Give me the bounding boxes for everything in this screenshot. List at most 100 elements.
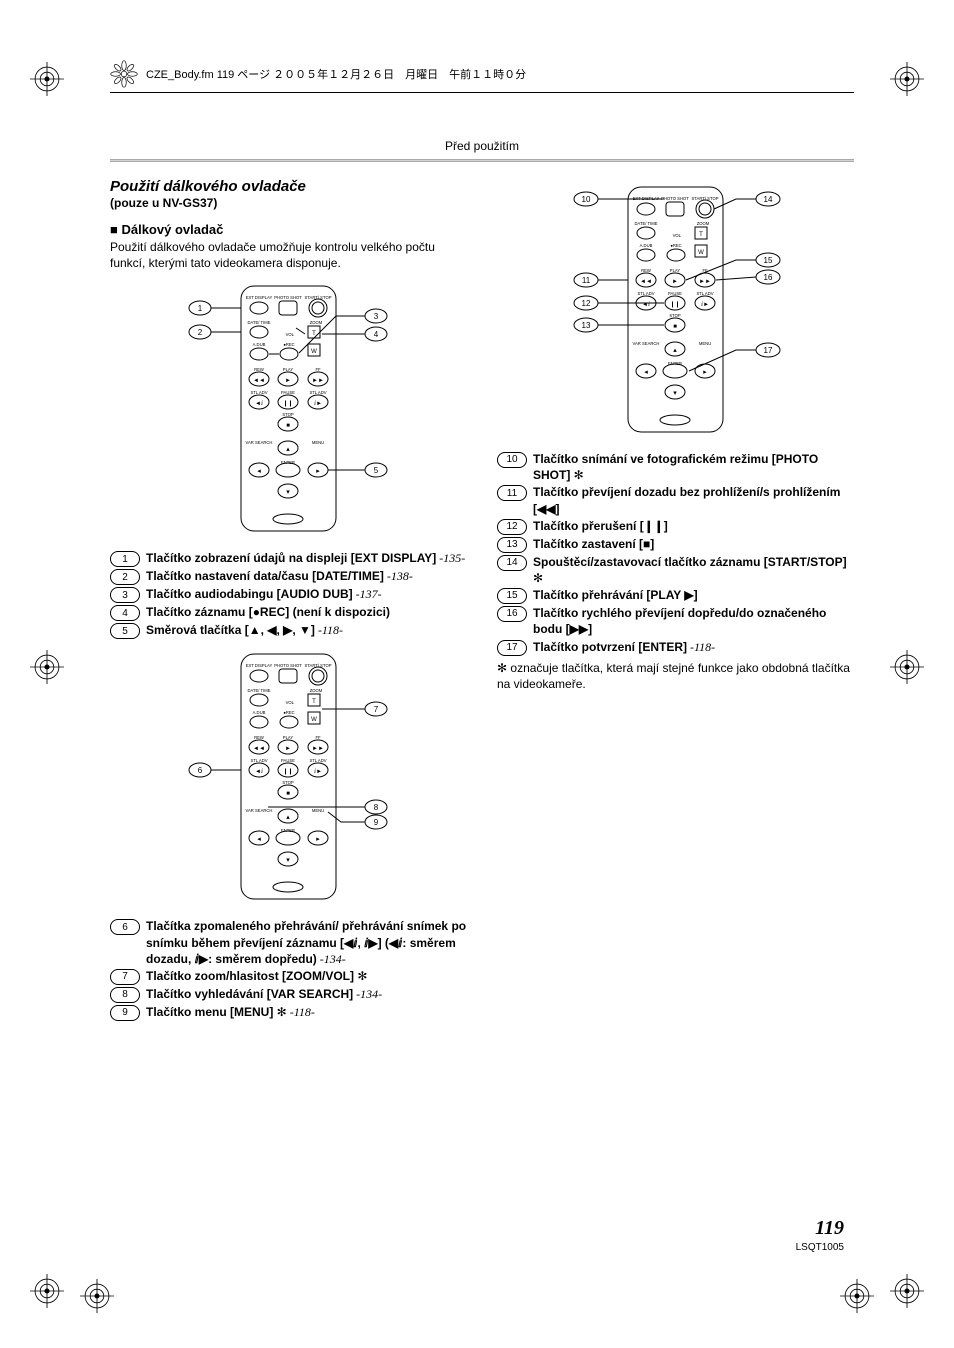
- svg-text:▾: ▾: [286, 489, 290, 496]
- item-text: Tlačítka zpomaleného přehrávání/ přehráv…: [146, 918, 467, 967]
- svg-text:VOL: VOL: [286, 332, 295, 337]
- callout-4: 4: [322, 327, 387, 341]
- svg-text:PAUSE: PAUSE: [281, 758, 295, 763]
- svg-text:PAUSE: PAUSE: [281, 390, 295, 395]
- svg-text:●REC: ●REC: [283, 710, 294, 715]
- reg-mark: [30, 62, 64, 96]
- item-number: 12: [497, 519, 527, 535]
- svg-text:◄◄: ◄◄: [253, 746, 265, 752]
- svg-text:▴: ▴: [286, 446, 290, 453]
- svg-text:6: 6: [198, 766, 203, 775]
- svg-text:STL ADV: STL ADV: [696, 291, 713, 296]
- svg-text:W: W: [311, 717, 317, 723]
- svg-text:ⅈ►: ⅈ►: [314, 768, 322, 775]
- svg-text:◄ⅈ: ◄ⅈ: [641, 301, 649, 308]
- item-text: Tlačítko přerušení [❙❙]: [533, 518, 854, 534]
- svg-text:❙❙: ❙❙: [283, 400, 293, 407]
- remote-figure-3: EXT DISPLAY PHOTO SHOT START/ STOP DATE/…: [497, 182, 854, 437]
- item-text: Tlačítko audiodabingu [AUDIO DUB] -137-: [146, 586, 467, 602]
- svg-text:4: 4: [374, 330, 379, 339]
- reg-mark: [30, 1274, 64, 1308]
- svg-text:●REC: ●REC: [670, 243, 681, 248]
- svg-text:15: 15: [763, 256, 772, 265]
- list-item: 14 Spouštěcí/zastavovací tlačítko záznamu…: [497, 554, 854, 586]
- list-item: 10Tlačítko snímání ve fotografickém reži…: [497, 451, 854, 483]
- item-text: Tlačítko zobrazení údajů na displeji [EX…: [146, 550, 467, 566]
- svg-text:MENU: MENU: [312, 440, 324, 445]
- list-item: 9Tlačítko menu [MENU] ✻ -118-: [110, 1004, 467, 1021]
- svg-text:1: 1: [198, 304, 203, 313]
- svg-text:9: 9: [374, 818, 379, 827]
- svg-text:►►: ►►: [699, 279, 711, 285]
- reg-mark: [80, 1279, 114, 1313]
- item-text: Tlačítko nastavení data/času [DATE/TIME]…: [146, 568, 467, 584]
- page-number-block: 119 LSQT1005: [796, 1217, 844, 1253]
- list-item: 1 Tlačítko zobrazení údajů na displeji [E…: [110, 550, 467, 567]
- page-number: 119: [796, 1217, 844, 1240]
- list-item: 8Tlačítko vyhledávání [VAR SEARCH] -134-: [110, 986, 467, 1003]
- svg-text:13: 13: [581, 321, 590, 330]
- reg-mark: [840, 1279, 874, 1313]
- svg-text:A.DUB: A.DUB: [253, 342, 266, 347]
- list-item: 6 Tlačítka zpomaleného přehrávání/ přehrá…: [110, 918, 467, 967]
- manual-page: CZE_Body.fm 119 ページ ２００５年１２月２６日 月曜日 午前１１…: [0, 0, 954, 1348]
- doc-id: LSQT1005: [796, 1242, 844, 1253]
- svg-text:■: ■: [286, 791, 290, 797]
- svg-text:STL ADV: STL ADV: [637, 291, 654, 296]
- svg-text:3: 3: [374, 312, 379, 321]
- item-number: 1: [110, 551, 140, 567]
- list-item: 16Tlačítko rychlého převíjení dopředu/do…: [497, 605, 854, 637]
- svg-text:ⅈ►: ⅈ►: [700, 301, 708, 308]
- svg-text:■: ■: [286, 423, 290, 429]
- svg-text:VOL: VOL: [672, 233, 681, 238]
- remote-figure-1: EXT DISPLAY PHOTO SHOT START/ STOP DATE/…: [110, 281, 467, 536]
- svg-text:12: 12: [581, 299, 590, 308]
- svg-text:PLAY: PLAY: [283, 735, 294, 740]
- svg-text:T: T: [312, 699, 316, 705]
- svg-text:REW: REW: [254, 367, 264, 372]
- item-text: Tlačítko přehrávání [PLAY ▶]: [533, 587, 854, 603]
- content-columns: Použití dálkového ovladače (pouze u NV-G…: [110, 178, 854, 1022]
- section-divider: [110, 159, 854, 162]
- svg-text:16: 16: [763, 273, 772, 282]
- svg-text:PLAY: PLAY: [669, 268, 680, 273]
- section-label: Před použitím: [110, 139, 854, 153]
- svg-text:VOL: VOL: [286, 700, 295, 705]
- item-text: Tlačítko menu [MENU] ✻ -118-: [146, 1004, 467, 1020]
- item-number: 17: [497, 640, 527, 656]
- list-item: 17Tlačítko potvrzení [ENTER] -118-: [497, 639, 854, 656]
- svg-text:▾: ▾: [286, 857, 290, 864]
- svg-text:ZOOM: ZOOM: [696, 221, 709, 226]
- svg-text:W: W: [311, 349, 317, 355]
- svg-text:▴: ▴: [286, 814, 290, 821]
- svg-text:REW: REW: [254, 735, 264, 740]
- svg-text:ZOOM: ZOOM: [310, 688, 323, 693]
- svg-text:DATE/ TIME: DATE/ TIME: [247, 688, 270, 693]
- svg-text:❙❙: ❙❙: [669, 301, 679, 308]
- svg-text:◂: ◂: [257, 836, 261, 843]
- svg-text:A.DUB: A.DUB: [253, 710, 266, 715]
- item-number: 14: [497, 555, 527, 571]
- svg-text:STL ADV: STL ADV: [250, 390, 267, 395]
- list-item: 7Tlačítko zoom/hlasitost [ZOOM/VOL] ✻: [110, 968, 467, 985]
- svg-text:STOP: STOP: [669, 313, 681, 318]
- list-item: 12 Tlačítko přerušení [❙❙]: [497, 518, 854, 535]
- reg-mark: [30, 650, 64, 684]
- svg-text:❙❙: ❙❙: [283, 768, 293, 775]
- page-subtitle: (pouze u NV-GS37): [110, 196, 467, 210]
- svg-text:◄ⅈ: ◄ⅈ: [255, 400, 263, 407]
- svg-text:STL ADV: STL ADV: [309, 390, 326, 395]
- svg-text:DATE/ TIME: DATE/ TIME: [247, 320, 270, 325]
- svg-text:▴: ▴: [673, 347, 677, 354]
- item-number: 10: [497, 452, 527, 468]
- svg-text:10: 10: [581, 195, 590, 204]
- item-number: 3: [110, 587, 140, 603]
- item-list-2: 6 Tlačítka zpomaleného přehrávání/ přehrá…: [110, 918, 467, 1021]
- callout-5: 5: [328, 463, 387, 477]
- header-text: CZE_Body.fm 119 ページ ２００５年１２月２６日 月曜日 午前１１…: [146, 66, 526, 82]
- flower-icon: [110, 60, 138, 88]
- item-number: 6: [110, 919, 140, 935]
- svg-text:7: 7: [374, 705, 379, 714]
- item-text: Spouštěcí/zastavovací tlačítko záznamu […: [533, 554, 854, 586]
- item-list-1: 1 Tlačítko zobrazení údajů na displeji [E…: [110, 550, 467, 639]
